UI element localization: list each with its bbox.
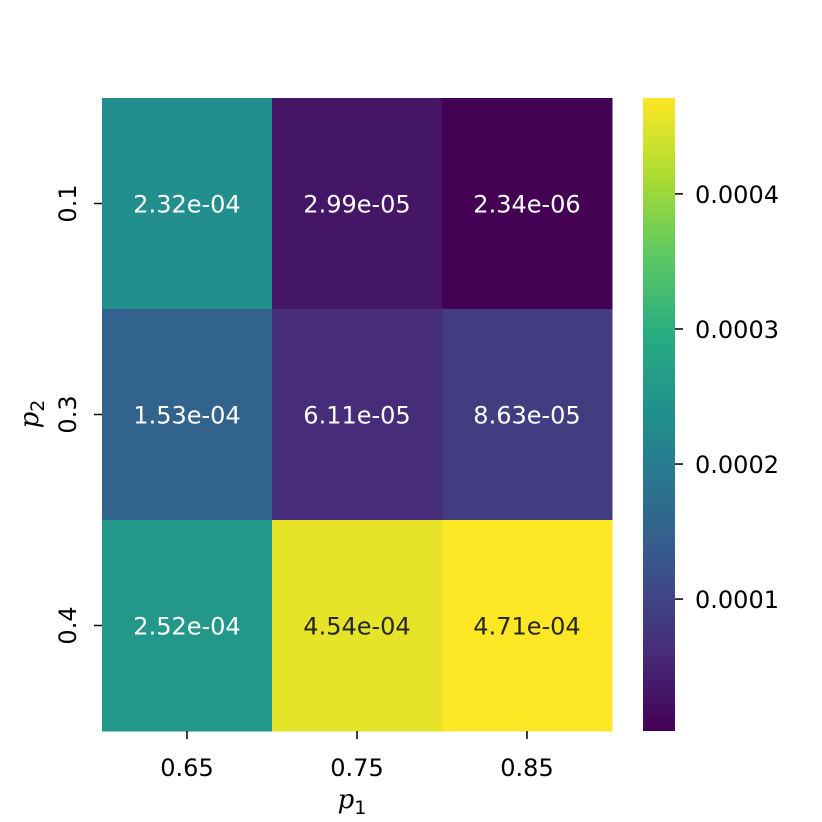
y-tick-label: 0.1 — [54, 184, 82, 222]
heatmap-cell — [102, 309, 273, 521]
colorbar-gradient — [643, 98, 675, 731]
colorbar-tick-label: 0.0004 — [695, 181, 779, 209]
cell-value-label: 8.63e-05 — [473, 402, 580, 430]
cell-value-label: 2.52e-04 — [133, 613, 240, 641]
heatmap-cell — [102, 520, 273, 732]
cell-value-label: 4.54e-04 — [303, 613, 410, 641]
heatmap-cell — [272, 98, 443, 310]
heatmap-cell — [272, 309, 443, 521]
y-axis-label: p2 — [15, 400, 49, 429]
y-tick-label: 0.4 — [54, 606, 82, 644]
heatmap-cell — [442, 309, 613, 521]
x-tick-label: 0.85 — [500, 754, 553, 782]
x-tick-label: 0.65 — [160, 754, 213, 782]
cell-value-label: 4.71e-04 — [473, 613, 580, 641]
heatmap-cell — [442, 98, 613, 310]
colorbar-tick-label: 0.0001 — [695, 586, 779, 614]
colorbar: 0.0001 0.0002 0.0003 0.0004 — [643, 98, 779, 731]
heatmap-cell — [272, 520, 443, 732]
x-tick-label: 0.75 — [330, 754, 383, 782]
x-axis: 0.65 0.75 0.85 — [160, 731, 554, 782]
colorbar-tick-label: 0.0003 — [695, 316, 779, 344]
colorbar-tick-label: 0.0002 — [695, 451, 779, 479]
cell-value-label: 2.32e-04 — [133, 191, 240, 219]
cell-value-label: 2.34e-06 — [473, 191, 580, 219]
cell-value-label: 1.53e-04 — [133, 402, 240, 430]
y-axis: 0.1 0.3 0.4 — [54, 184, 102, 645]
cell-value-label: 2.99e-05 — [303, 191, 410, 219]
x-axis-label: p1 — [338, 785, 367, 819]
cell-value-label: 6.11e-05 — [303, 402, 410, 430]
heatmap-cell — [442, 520, 613, 732]
heatmap-cells: 2.32e-04 2.99e-05 2.34e-06 1.53e-04 6.11e-05… — [102, 98, 613, 732]
y-tick-label: 0.3 — [54, 395, 82, 433]
heatmap-cell — [102, 98, 273, 310]
